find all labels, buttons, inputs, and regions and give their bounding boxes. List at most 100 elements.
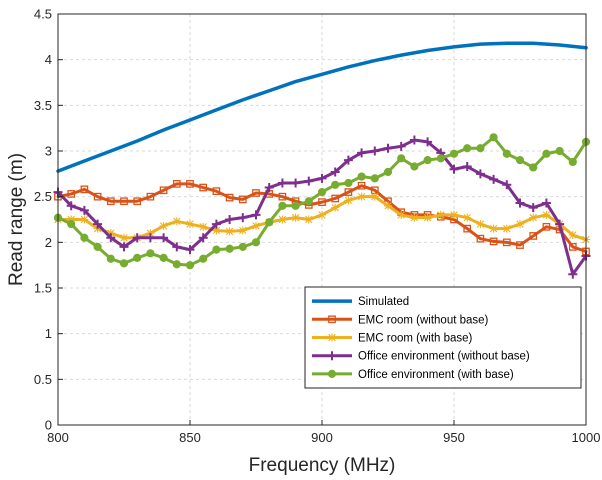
data-point	[331, 194, 340, 203]
legend-item: Simulated	[312, 296, 409, 308]
data-point	[238, 226, 247, 235]
data-point	[251, 238, 261, 247]
data-point	[277, 178, 287, 188]
data-point	[278, 201, 287, 210]
legend: Simulated EMC room (without base) EMC room…	[304, 286, 582, 389]
ticks: 800 850 900 950 1000 0 0.5 1 1.5 2 2.5 3 3.5 4 4.5	[34, 7, 601, 446]
data-point	[120, 233, 128, 242]
data-point	[186, 180, 194, 188]
data-point	[542, 210, 551, 219]
data-point	[489, 237, 498, 246]
data-point	[331, 180, 340, 189]
y-tick-label: 2.5	[34, 189, 52, 204]
data-point	[489, 224, 498, 233]
data-point	[516, 241, 524, 249]
data-point	[568, 269, 578, 279]
data-point	[120, 197, 128, 206]
data-point	[93, 219, 103, 229]
data-point	[159, 233, 169, 243]
legend-item: Office environment (without base)	[312, 351, 530, 363]
legend-label: EMC room (with base)	[358, 333, 473, 345]
data-point	[172, 217, 181, 226]
data-point	[67, 215, 76, 224]
data-point	[515, 156, 525, 165]
data-point	[93, 242, 102, 251]
series-4	[53, 135, 591, 279]
data-point	[555, 219, 565, 229]
legend-label: Office environment (without base)	[358, 351, 530, 363]
data-point	[423, 137, 433, 147]
data-point	[304, 176, 314, 186]
data-point	[397, 154, 406, 163]
data-point	[463, 144, 472, 153]
data-point	[502, 149, 511, 158]
data-point	[106, 229, 115, 238]
data-point	[225, 193, 234, 202]
data-point	[304, 197, 313, 206]
data-point	[79, 205, 89, 215]
data-point	[198, 233, 208, 243]
data-point	[502, 238, 511, 247]
data-point	[185, 245, 195, 255]
data-point	[66, 201, 76, 211]
data-point	[119, 259, 129, 268]
data-point	[436, 210, 445, 219]
data-point	[93, 224, 102, 233]
data-point	[67, 219, 76, 229]
legend-marker	[328, 315, 336, 324]
data-point	[80, 185, 89, 194]
data-point	[159, 221, 168, 230]
data-point	[357, 181, 366, 190]
data-point	[172, 180, 181, 188]
series-layer	[53, 41, 591, 279]
data-point	[344, 178, 353, 188]
data-point	[357, 172, 366, 181]
y-axis-label: Read range (m)	[6, 153, 27, 286]
y-tick-label: 1	[45, 326, 52, 341]
data-point	[159, 253, 168, 262]
data-point	[423, 213, 432, 222]
data-point	[397, 210, 406, 219]
legend-item: EMC room (with base)	[312, 333, 473, 345]
data-point	[317, 173, 327, 183]
y-tick-label: 0	[45, 418, 52, 433]
legend-marker	[327, 369, 337, 378]
data-point	[344, 196, 353, 205]
data-point	[291, 178, 301, 188]
data-point	[199, 222, 208, 231]
data-point	[119, 242, 129, 252]
data-point	[278, 192, 287, 201]
data-point	[489, 133, 498, 142]
data-point	[462, 162, 472, 172]
data-point	[265, 218, 274, 227]
data-point	[264, 183, 274, 193]
data-point	[568, 231, 577, 240]
data-point	[132, 233, 142, 243]
data-point	[449, 164, 459, 174]
data-point	[238, 195, 247, 204]
y-tick-label: 4.5	[34, 7, 52, 22]
data-point	[344, 188, 353, 196]
data-point	[542, 149, 551, 158]
data-point	[133, 253, 142, 262]
data-point	[212, 226, 221, 235]
data-point	[568, 157, 577, 167]
data-point	[199, 254, 208, 263]
data-point	[106, 233, 116, 243]
data-point	[318, 198, 326, 206]
data-point	[186, 220, 194, 229]
data-point	[450, 210, 458, 219]
series-line	[56, 41, 588, 173]
legend-item: Office environment (with base)	[312, 369, 514, 381]
data-point	[238, 242, 247, 251]
data-point	[106, 254, 115, 263]
x-tick-label: 1000	[572, 430, 601, 445]
data-point	[291, 213, 300, 222]
data-point	[489, 174, 499, 184]
x-tick-label: 850	[179, 430, 201, 445]
data-point	[93, 192, 102, 201]
data-point	[410, 213, 419, 222]
data-point	[146, 192, 155, 201]
data-point	[502, 224, 511, 233]
